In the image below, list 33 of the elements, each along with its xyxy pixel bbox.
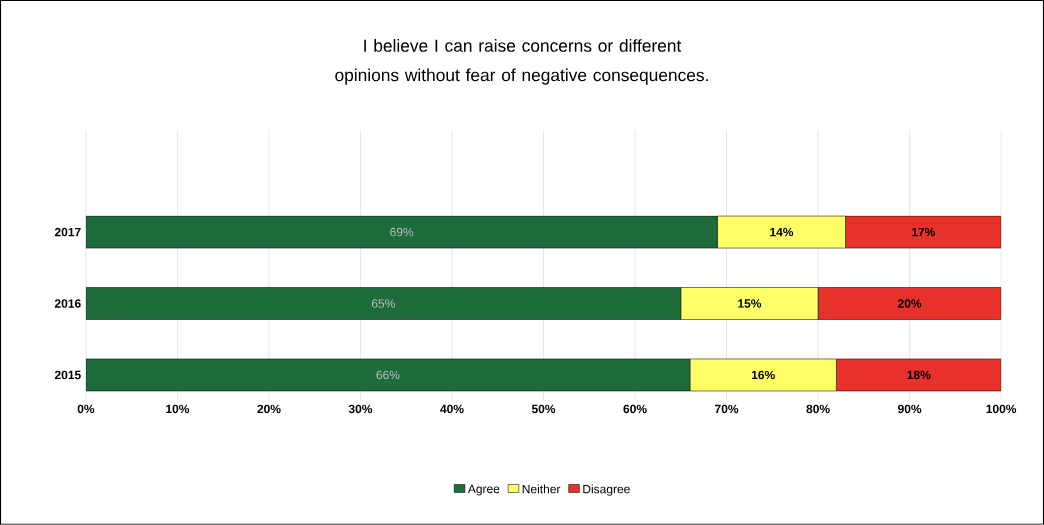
x-tick-label: 40%: [440, 404, 464, 414]
x-tick-label: 80%: [806, 404, 830, 414]
bar: [845, 215, 1002, 249]
bar: [85, 215, 718, 249]
data-label: 18%: [907, 370, 931, 380]
y-tick-label: 2017: [54, 227, 81, 237]
x-tick-label: 30%: [348, 404, 373, 414]
x-tick-label: 20%: [257, 404, 281, 414]
bar: [836, 358, 1002, 392]
legend-label: Neither: [522, 484, 561, 494]
data-label: 15%: [738, 299, 762, 308]
chart-title: I believe I can raise concerns or different opinions without fear of negative consequences.: [335, 39, 708, 85]
bar: [85, 358, 691, 392]
data-label: 69%: [390, 227, 414, 237]
data-label: 16%: [751, 370, 775, 380]
bar: [817, 287, 1002, 320]
x-tick-label: 90%: [898, 404, 922, 414]
x-tick-label: 0%: [77, 404, 95, 414]
y-tick-label: 2015: [54, 370, 81, 380]
x-tick-label: 50%: [531, 404, 556, 414]
data-label: 66%: [376, 370, 400, 380]
legend-label: Agree: [467, 484, 500, 496]
x-tick-label: 100%: [986, 404, 1017, 414]
data-label: 20%: [898, 299, 922, 308]
x-tick-label: 60%: [623, 404, 647, 414]
legend-label: Disagree: [583, 484, 630, 496]
data-label: 65%: [371, 299, 395, 308]
x-tick-label: 10%: [166, 404, 190, 414]
data-label: 17%: [912, 227, 936, 237]
y-tick-label: 2016: [54, 299, 81, 308]
bar: [85, 287, 682, 320]
data-label: 14%: [770, 227, 794, 237]
x-tick-label: 70%: [715, 404, 739, 414]
